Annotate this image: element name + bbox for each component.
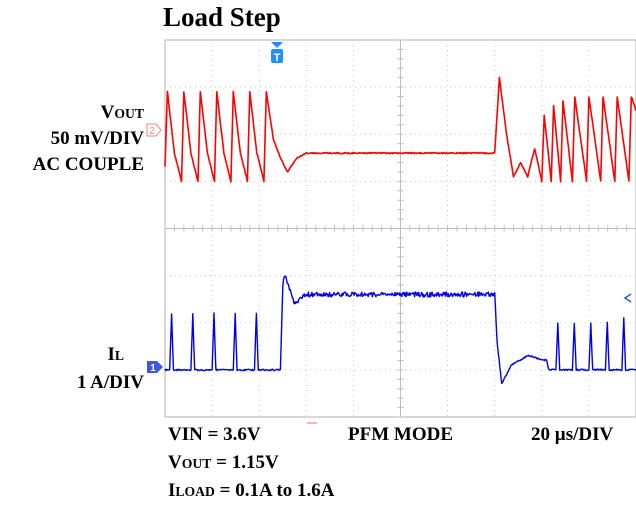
vout-label-sub: OUT [114, 106, 144, 121]
trigger-marker-icon: T [271, 42, 283, 64]
vout-scale: 50 mV/DIV [50, 128, 144, 149]
vout-annotation-main: V [168, 452, 182, 473]
iload-annotation: ILOAD = 0.1A to 1.6A [168, 480, 334, 502]
iload-annotation-value: = 0.1A to 1.6A [214, 480, 335, 501]
vout-label-main: V [100, 102, 115, 123]
il-scale: 1 A/DIV [76, 372, 144, 393]
il-label: IL [107, 344, 124, 366]
il-label-main: I [107, 344, 115, 365]
vin-annotation: VIN = 3.6V [168, 424, 261, 445]
ch2-marker-label: 2 [149, 126, 155, 137]
vout-annotation-sub: OUT [181, 456, 212, 471]
iload-annotation-sub: LOAD [175, 484, 215, 499]
vout-label: VOUT [101, 102, 144, 124]
grid [164, 39, 636, 418]
chart-title: Load Step [163, 2, 281, 32]
timebase-annotation: 20 µs/DIV [531, 424, 614, 445]
trace-il [164, 275, 636, 385]
vout-annotation: VOUT = 1.15V [168, 452, 279, 474]
ch1-marker-label: 1 [150, 363, 156, 374]
vout-coupling: AC COUPLE [32, 154, 144, 175]
iload-annotation-main: I [168, 480, 176, 501]
level-arrow-icon [623, 293, 632, 303]
trigger-marker-label: T [274, 52, 281, 64]
ch2-marker-icon: 2 [146, 123, 162, 137]
ch1-marker-icon: 1 [147, 361, 163, 374]
trace-vout [164, 76, 636, 183]
vout-annotation-value: = 1.15V [211, 452, 279, 473]
il-label-sub: L [114, 348, 124, 363]
traces [164, 76, 636, 385]
mode-annotation: PFM MODE [348, 424, 454, 445]
